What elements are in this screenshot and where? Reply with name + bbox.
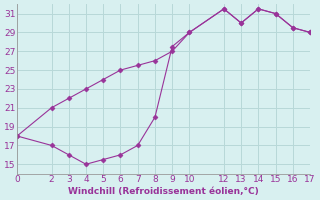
X-axis label: Windchill (Refroidissement éolien,°C): Windchill (Refroidissement éolien,°C): [68, 187, 259, 196]
